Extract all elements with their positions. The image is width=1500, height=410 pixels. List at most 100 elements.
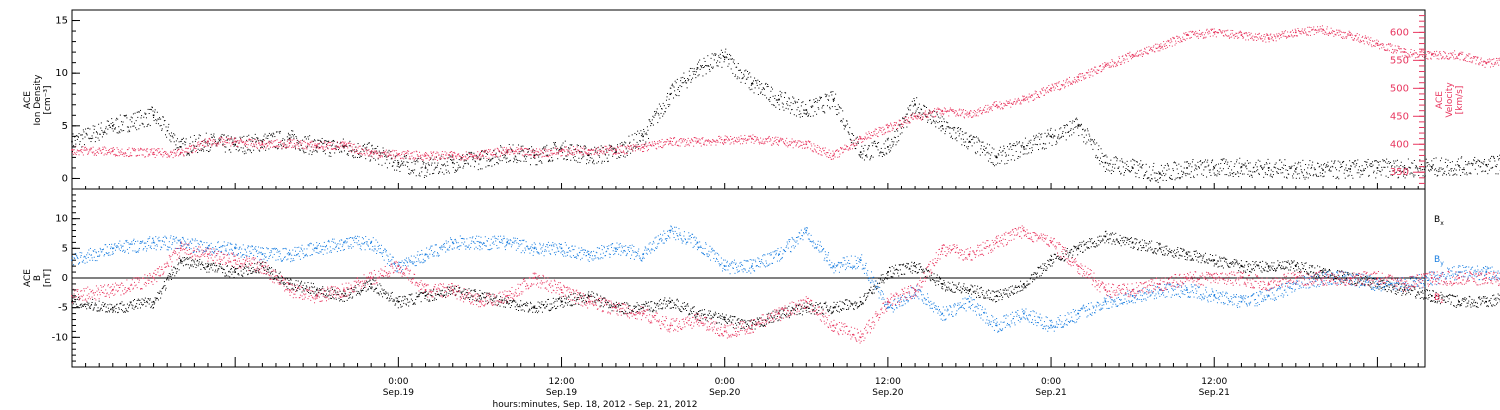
density-sample	[1449, 174, 1451, 176]
density-sample	[747, 76, 749, 78]
velocity-sample	[390, 154, 392, 156]
density-sample	[902, 118, 904, 120]
density-sample	[1229, 172, 1231, 174]
velocity-point	[1077, 76, 1080, 78]
density-sample	[711, 66, 713, 68]
velocity-sample	[569, 147, 571, 149]
density-sample	[738, 69, 740, 71]
velocity-sample	[430, 152, 432, 154]
velocity-sample	[670, 143, 672, 145]
density-sample	[1238, 176, 1240, 178]
density-sample	[837, 108, 839, 110]
density-sample	[76, 138, 78, 140]
velocity-sample	[104, 153, 106, 155]
velocity-sample	[347, 147, 349, 149]
density-sample	[1003, 145, 1005, 147]
velocity-sample	[488, 157, 490, 159]
density-sample	[1365, 161, 1367, 163]
density-sample	[388, 155, 390, 157]
density-sample	[906, 113, 908, 115]
velocity-sample	[679, 145, 681, 147]
density-sample	[77, 136, 79, 138]
velocity-sample	[431, 155, 433, 157]
density-sample	[1078, 124, 1080, 126]
density-sample	[295, 136, 297, 138]
density-sample	[1117, 167, 1119, 169]
velocity-sample	[898, 123, 900, 125]
density-sample	[524, 155, 526, 157]
velocity-sample	[331, 148, 333, 150]
density-sample	[667, 92, 669, 94]
velocity-sample	[77, 150, 79, 152]
velocity-sample	[72, 149, 74, 151]
velocity-sample	[234, 137, 236, 139]
velocity-sample	[850, 143, 852, 145]
velocity-sample	[913, 115, 915, 117]
density-sample	[1326, 164, 1328, 166]
density-sample	[1315, 173, 1317, 175]
density-sample	[1117, 167, 1119, 169]
velocity-sample	[813, 143, 815, 145]
density-sample	[78, 133, 80, 135]
density-sample	[185, 141, 187, 143]
density-sample	[577, 145, 579, 147]
density-sample	[608, 154, 610, 156]
density-sample	[405, 155, 407, 157]
velocity-sample	[87, 153, 89, 155]
density-sample	[178, 148, 180, 150]
velocity-sample	[325, 146, 327, 148]
density-sample	[354, 156, 356, 158]
velocity-sample	[943, 107, 945, 109]
velocity-sample	[897, 128, 899, 130]
density-sample	[417, 157, 419, 159]
velocity-sample	[955, 115, 957, 117]
density-sample	[1465, 164, 1467, 166]
velocity-sample	[651, 141, 653, 143]
velocity-sample	[529, 154, 531, 156]
velocity-sample	[851, 140, 853, 142]
velocity-sample	[607, 151, 609, 153]
velocity-sample	[102, 146, 104, 148]
density-sample	[469, 152, 471, 154]
density-sample	[701, 67, 703, 69]
velocity-sample	[129, 155, 131, 157]
density-sample	[804, 109, 806, 111]
density-sample	[1100, 148, 1102, 150]
density-sample	[654, 114, 656, 116]
density-sample	[640, 135, 642, 137]
density-sample	[491, 158, 493, 160]
velocity-sample	[395, 150, 397, 152]
velocity-sample	[409, 156, 411, 158]
velocity-sample	[811, 145, 813, 147]
density-sample	[836, 114, 838, 116]
velocity-sample	[260, 147, 262, 149]
density-sample	[181, 138, 183, 140]
velocity-sample	[451, 153, 453, 155]
density-sample	[713, 54, 715, 56]
density-sample	[295, 148, 297, 150]
velocity-sample	[500, 155, 502, 157]
density-sample	[1032, 149, 1034, 151]
velocity-sample	[732, 141, 734, 143]
density-sample	[583, 145, 585, 147]
velocity-sample	[939, 112, 941, 114]
density-sample	[954, 127, 956, 129]
velocity-sample	[822, 147, 824, 149]
density-sample	[219, 140, 221, 142]
velocity-sample	[391, 158, 393, 160]
density-sample	[1175, 177, 1177, 179]
velocity-sample	[158, 148, 160, 150]
density-sample	[386, 167, 388, 169]
velocity-sample	[317, 143, 319, 145]
velocity-sample	[203, 141, 205, 143]
velocity-sample	[311, 146, 313, 148]
density-sample	[807, 115, 809, 117]
velocity-sample	[691, 139, 693, 141]
density-sample	[1204, 159, 1206, 161]
density-sample	[1065, 139, 1067, 141]
density-sample	[1343, 172, 1345, 174]
density-sample	[1090, 144, 1092, 146]
density-sample	[630, 152, 632, 154]
density-sample	[1439, 160, 1441, 162]
density-sample	[299, 149, 301, 151]
